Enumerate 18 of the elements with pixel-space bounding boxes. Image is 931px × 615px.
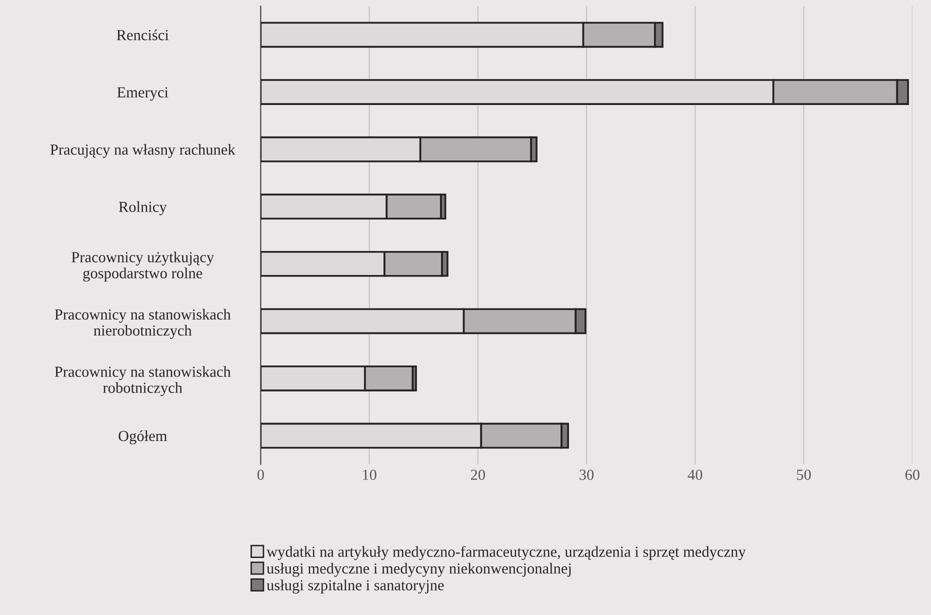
- legend-label: wydatki na artykuły medyczno-farmaceutyczne, urządzenia i sprzęt medyczny: [266, 546, 746, 560]
- y-tick-label: Pracujący na własny rachunek: [50, 144, 236, 158]
- x-tick-label: 20: [470, 470, 485, 480]
- x-tick-label: 60: [905, 470, 920, 480]
- x-tick-label: 0: [257, 470, 264, 480]
- x-tick-label: 30: [580, 470, 594, 480]
- y-tick-label: Renciści: [116, 29, 169, 40]
- y-tick-label: Pracownicy na stanowiskach nierobotniczych: [54, 308, 231, 339]
- y-tick-label: Emeryci: [117, 87, 168, 101]
- x-tick-label: 10: [363, 470, 376, 480]
- legend-label: usługi medyczne i medycyny niekonwencjonalnej: [266, 562, 571, 577]
- y-tick-label: Pracownicy na stanowiskach robotniczych: [54, 366, 231, 396]
- x-tick-label: 40: [688, 470, 702, 480]
- y-tick-label: Ogółem: [118, 430, 167, 444]
- y-tick-label: Pracownicy użytkujący gospodarstwo rolne: [72, 252, 214, 282]
- x-tick-label: 50: [797, 470, 811, 480]
- y-tick-label: Rolnicy: [118, 201, 167, 216]
- legend-label: usługi szpitalne i sanatoryjne: [266, 580, 444, 594]
